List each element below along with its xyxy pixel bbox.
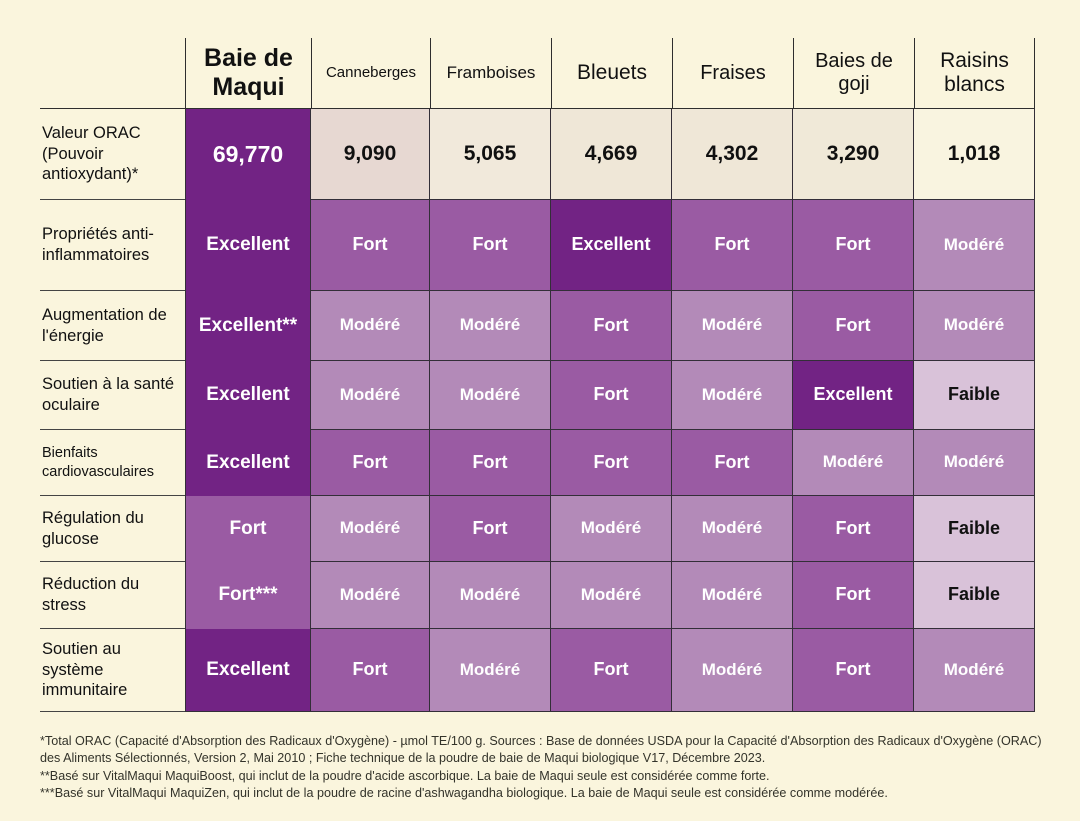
rating-cell-bleuets-bienfaits-cardiovasculaires: Fort	[551, 430, 672, 496]
orac-value-cell-bleuets: 4,669	[551, 109, 672, 200]
rating-cell-baie-de-maqui-soutien-a-la-sante-oculaire: Excellent	[185, 361, 311, 430]
rating-cell-canneberges-soutien-au-systeme-immunitaire: Fort	[311, 629, 430, 712]
row-label-bienfaits-cardiovasculaires: Bienfaits cardiovasculaires	[40, 430, 185, 496]
footnote-orac-source: *Total ORAC (Capacité d'Absorption des R…	[40, 734, 1042, 766]
column-header-fraises: Fraises	[672, 38, 793, 109]
rating-cell-framboises-soutien-a-la-sante-oculaire: Modéré	[430, 361, 551, 430]
footnotes: *Total ORAC (Capacité d'Absorption des R…	[40, 733, 1042, 803]
rating-cell-baies-de-goji-augmentation-de-l-energie: Fort	[793, 291, 914, 361]
footnote-maquizen: ***Basé sur VitalMaqui MaquiZen, qui inc…	[40, 786, 888, 801]
rating-cell-raisins-blancs-regulation-du-glucose: Faible	[914, 496, 1035, 562]
footnote-maquiboost: **Basé sur VitalMaqui MaquiBoost, qui in…	[40, 768, 770, 783]
row-label-soutien-au-systeme-immunitaire: Soutien au système immunitaire	[40, 629, 185, 712]
rating-cell-baies-de-goji-bienfaits-cardiovasculaires: Modéré	[793, 430, 914, 496]
row-label-reduction-du-stress: Réduction du stress	[40, 562, 185, 629]
berry-comparison-table: Baie de Maqui Canneberges Framboises Bleuet…	[40, 38, 1035, 712]
rating-cell-canneberges-augmentation-de-l-energie: Modéré	[311, 291, 430, 361]
column-header-baies-de-goji: Baies de goji	[793, 38, 914, 109]
row-label-valeur-orac-pouvoir-antioxydant: Valeur ORAC (Pouvoir antioxydant)*	[40, 109, 185, 200]
row-label-augmentation-de-l-energie: Augmentation de l'énergie	[40, 291, 185, 361]
rating-cell-framboises-augmentation-de-l-energie: Modéré	[430, 291, 551, 361]
orac-value-cell-baies-de-goji: 3,290	[793, 109, 914, 200]
column-header-canneberges: Canneberges	[311, 38, 430, 109]
column-header-baie-de-maqui: Baie de Maqui	[185, 38, 311, 109]
rating-cell-baie-de-maqui-reduction-du-stress: Fort***	[185, 562, 311, 629]
rating-cell-raisins-blancs-proprietes-anti-inflammatoires: Modéré	[914, 200, 1035, 291]
orac-value-cell-baie-de-maqui: 69,770	[185, 109, 311, 200]
rating-cell-bleuets-reduction-du-stress: Modéré	[551, 562, 672, 629]
orac-value-cell-canneberges: 9,090	[311, 109, 430, 200]
rating-cell-fraises-augmentation-de-l-energie: Modéré	[672, 291, 793, 361]
rating-cell-baies-de-goji-regulation-du-glucose: Fort	[793, 496, 914, 562]
rating-cell-baies-de-goji-soutien-au-systeme-immunitaire: Fort	[793, 629, 914, 712]
row-label-regulation-du-glucose: Régulation du glucose	[40, 496, 185, 562]
rating-cell-framboises-proprietes-anti-inflammatoires: Fort	[430, 200, 551, 291]
rating-cell-bleuets-proprietes-anti-inflammatoires: Excellent	[551, 200, 672, 291]
rating-cell-fraises-regulation-du-glucose: Modéré	[672, 496, 793, 562]
rating-cell-fraises-reduction-du-stress: Modéré	[672, 562, 793, 629]
column-header-bleuets: Bleuets	[551, 38, 672, 109]
rating-cell-canneberges-soutien-a-la-sante-oculaire: Modéré	[311, 361, 430, 430]
row-label-soutien-a-la-sante-oculaire: Soutien à la santé oculaire	[40, 361, 185, 430]
rating-cell-baie-de-maqui-regulation-du-glucose: Fort	[185, 496, 311, 562]
rating-cell-raisins-blancs-soutien-a-la-sante-oculaire: Faible	[914, 361, 1035, 430]
rating-cell-framboises-regulation-du-glucose: Fort	[430, 496, 551, 562]
rating-cell-baie-de-maqui-augmentation-de-l-energie: Excellent**	[185, 291, 311, 361]
orac-value-cell-raisins-blancs: 1,018	[914, 109, 1035, 200]
rating-cell-raisins-blancs-soutien-au-systeme-immunitaire: Modéré	[914, 629, 1035, 712]
rating-cell-canneberges-bienfaits-cardiovasculaires: Fort	[311, 430, 430, 496]
rating-cell-framboises-soutien-au-systeme-immunitaire: Modéré	[430, 629, 551, 712]
rating-cell-raisins-blancs-augmentation-de-l-energie: Modéré	[914, 291, 1035, 361]
rating-cell-baies-de-goji-soutien-a-la-sante-oculaire: Excellent	[793, 361, 914, 430]
rating-cell-baies-de-goji-proprietes-anti-inflammatoires: Fort	[793, 200, 914, 291]
rating-cell-framboises-reduction-du-stress: Modéré	[430, 562, 551, 629]
rating-cell-fraises-soutien-a-la-sante-oculaire: Modéré	[672, 361, 793, 430]
rating-cell-framboises-bienfaits-cardiovasculaires: Fort	[430, 430, 551, 496]
rating-cell-baie-de-maqui-soutien-au-systeme-immunitaire: Excellent	[185, 629, 311, 712]
rating-cell-bleuets-soutien-a-la-sante-oculaire: Fort	[551, 361, 672, 430]
table-corner	[40, 38, 185, 109]
rating-cell-bleuets-regulation-du-glucose: Modéré	[551, 496, 672, 562]
orac-value-cell-fraises: 4,302	[672, 109, 793, 200]
comparison-grid: Baie de Maqui Canneberges Framboises Bleuet…	[40, 38, 1035, 712]
rating-cell-fraises-soutien-au-systeme-immunitaire: Modéré	[672, 629, 793, 712]
orac-value-cell-framboises: 5,065	[430, 109, 551, 200]
column-header-raisins-blancs: Raisins blancs	[914, 38, 1035, 109]
row-label-proprietes-anti-inflammatoires: Propriétés anti-inflammatoires	[40, 200, 185, 291]
rating-cell-fraises-bienfaits-cardiovasculaires: Fort	[672, 430, 793, 496]
rating-cell-fraises-proprietes-anti-inflammatoires: Fort	[672, 200, 793, 291]
rating-cell-bleuets-soutien-au-systeme-immunitaire: Fort	[551, 629, 672, 712]
rating-cell-canneberges-reduction-du-stress: Modéré	[311, 562, 430, 629]
rating-cell-bleuets-augmentation-de-l-energie: Fort	[551, 291, 672, 361]
rating-cell-canneberges-proprietes-anti-inflammatoires: Fort	[311, 200, 430, 291]
rating-cell-canneberges-regulation-du-glucose: Modéré	[311, 496, 430, 562]
rating-cell-baie-de-maqui-proprietes-anti-inflammatoires: Excellent	[185, 200, 311, 291]
rating-cell-raisins-blancs-reduction-du-stress: Faible	[914, 562, 1035, 629]
rating-cell-raisins-blancs-bienfaits-cardiovasculaires: Modéré	[914, 430, 1035, 496]
rating-cell-baie-de-maqui-bienfaits-cardiovasculaires: Excellent	[185, 430, 311, 496]
rating-cell-baies-de-goji-reduction-du-stress: Fort	[793, 562, 914, 629]
column-header-framboises: Framboises	[430, 38, 551, 109]
